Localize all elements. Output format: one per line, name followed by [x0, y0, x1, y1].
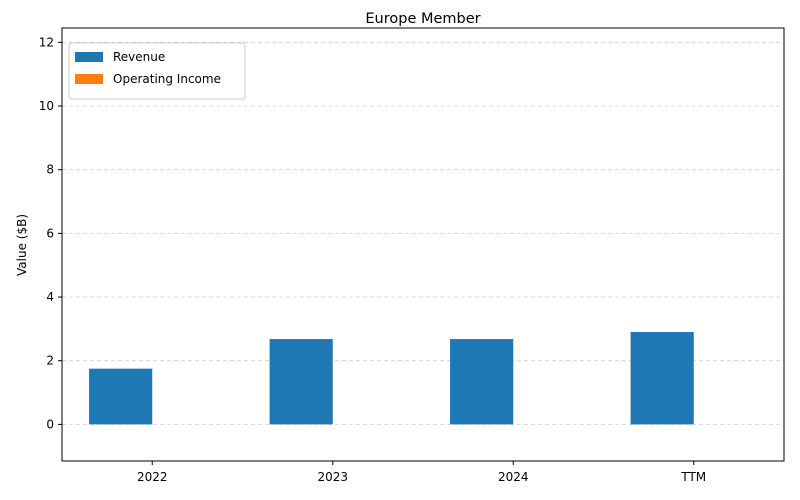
- x-tick-label: 2024: [498, 470, 529, 484]
- bar-revenue-2024: [450, 339, 514, 425]
- legend-swatch: [75, 52, 103, 62]
- chart-title: Europe Member: [365, 11, 480, 27]
- y-tick-label: 4: [46, 290, 54, 304]
- y-tick-label: 8: [46, 163, 54, 177]
- legend-box: [68, 42, 246, 100]
- y-tick-label: 10: [39, 99, 54, 113]
- bars-layer: [89, 332, 694, 425]
- y-tick-label: 6: [46, 226, 54, 240]
- x-tick-label: TTM: [680, 470, 706, 484]
- bar-revenue-2022: [89, 368, 153, 425]
- legend: Revenue Operating Income: [68, 42, 246, 100]
- y-tick-label: 0: [46, 417, 54, 431]
- ticks-layer: 0 2 4 6 8 10 12 2022 2023 2024 TTM: [39, 35, 706, 484]
- plot-frame: [61, 27, 785, 462]
- legend-label: Operating Income: [113, 72, 221, 86]
- legend-label: Revenue: [113, 50, 165, 64]
- x-tick-label: 2023: [317, 470, 348, 484]
- y-tick-label: 12: [39, 35, 54, 49]
- x-tick-label: 2022: [137, 470, 168, 484]
- bar-revenue-ttm: [630, 332, 694, 425]
- bar-revenue-2023: [269, 339, 333, 425]
- y-axis-label: Value ($B): [15, 214, 29, 276]
- y-tick-label: 2: [46, 354, 54, 368]
- legend-swatch: [75, 74, 103, 84]
- grid-layer: [62, 41, 784, 425]
